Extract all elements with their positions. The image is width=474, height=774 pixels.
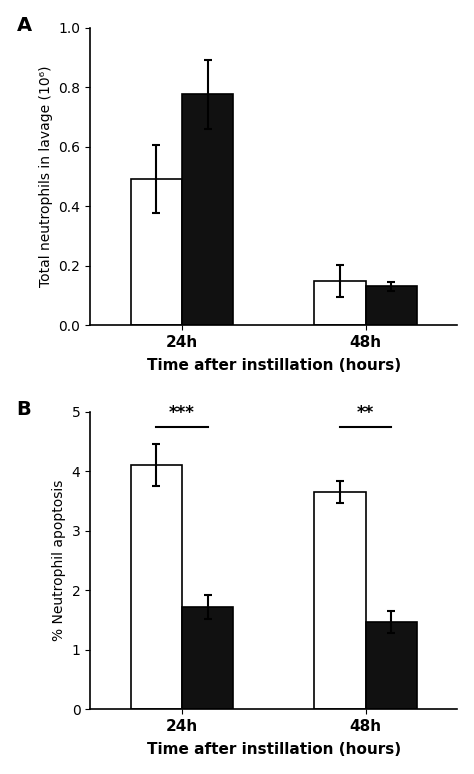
Y-axis label: Total neutrophils in lavage (10⁶): Total neutrophils in lavage (10⁶) — [39, 66, 53, 287]
Text: ***: *** — [169, 405, 195, 423]
Bar — [182, 94, 233, 325]
Text: **: ** — [357, 405, 374, 423]
Bar — [130, 465, 182, 709]
Bar — [130, 180, 182, 325]
X-axis label: Time after instillation (hours): Time after instillation (hours) — [146, 742, 401, 757]
Bar — [314, 492, 365, 709]
Text: A: A — [17, 15, 32, 35]
Bar — [365, 286, 417, 325]
X-axis label: Time after instillation (hours): Time after instillation (hours) — [146, 358, 401, 373]
Bar — [182, 607, 233, 709]
Bar — [314, 281, 365, 325]
Y-axis label: % Neutrophil apoptosis: % Neutrophil apoptosis — [52, 480, 66, 641]
Bar — [365, 622, 417, 709]
Text: B: B — [17, 400, 31, 419]
